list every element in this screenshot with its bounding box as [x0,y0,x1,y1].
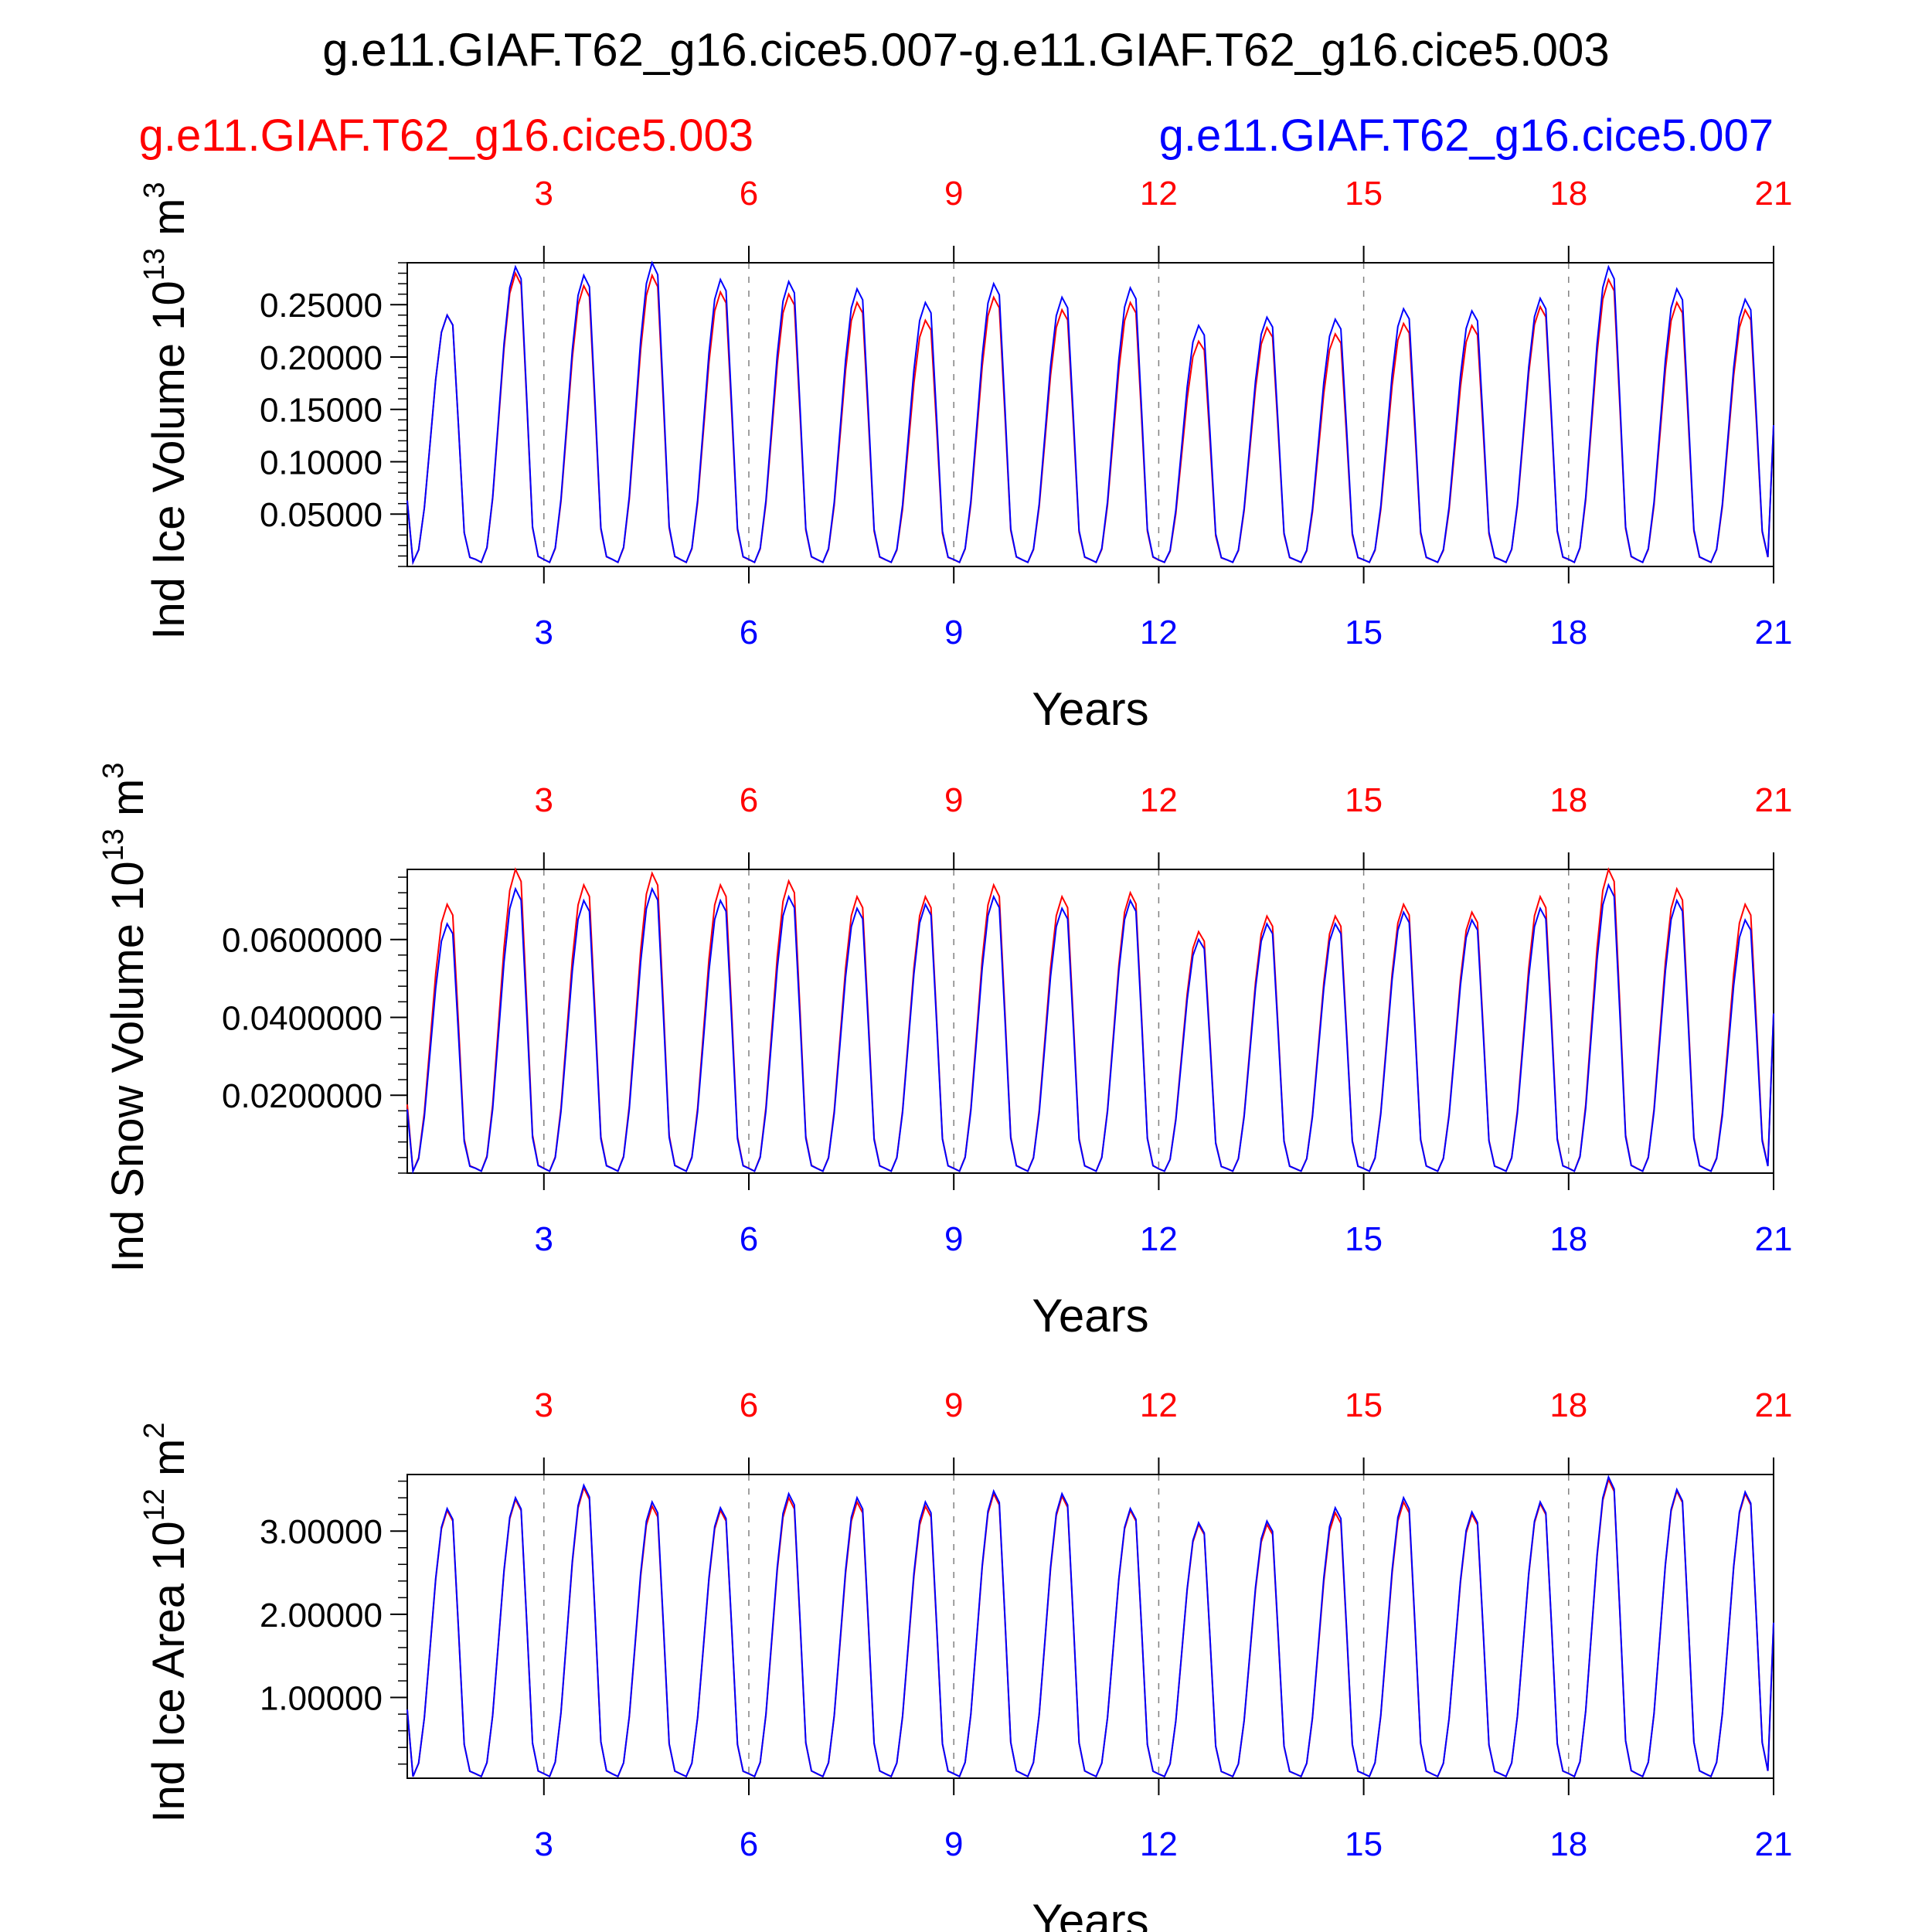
y-tick-label: 0.0400000 [222,999,383,1037]
y-tick-label: 0.05000 [260,496,383,534]
series-line-007 [406,883,1774,1175]
y-axis-title-exponent: 13 [138,248,171,281]
x-tick-label-bottom: 6 [740,1825,758,1863]
x-tick-label-bottom: 12 [1140,1220,1178,1258]
y-tick-label: 3.00000 [260,1513,383,1551]
x-tick-label-bottom: 18 [1549,614,1587,651]
x-tick-label-bottom: 9 [944,1825,963,1863]
chart-panel-3: 3 3 6 6 9 9 12 12 15 15 18 18 21 21 1.00000 2.00000 3.00… [138,1386,1792,1932]
y-axis-title: Ind Ice Area 1012 m2 [138,1422,194,1822]
series-line-007 [406,1475,1774,1778]
x-tick-label-bottom: 3 [535,614,553,651]
y-axis-title-text: Ind Ice Volume 10 [144,281,194,639]
x-tick-label-top: 18 [1549,175,1587,213]
x-tick-label-top: 15 [1345,175,1383,213]
x-tick-label-bottom: 6 [740,614,758,651]
x-tick-label-bottom: 18 [1549,1825,1587,1863]
y-tick-label: 0.15000 [260,392,383,430]
x-tick-label-top: 18 [1549,1386,1587,1424]
y-axis-title-unit: m [144,199,194,248]
chart-panels: 3 3 6 6 9 9 12 12 15 15 18 18 21 21 0.05000 0.10000 0.15… [97,175,1792,1932]
y-axis-title-unit: m [103,779,153,828]
x-tick-label-top: 9 [944,781,963,819]
legend-label-007: g.e11.GIAF.T62_g16.cice5.007 [1159,111,1774,161]
y-axis-title-text: Ind Snow Volume 10 [103,861,153,1272]
y-axis-title: Ind Snow Volume 1013 m3 [97,763,153,1273]
x-axis-title: Years [1032,1895,1148,1932]
y-axis-title-unit: m [144,1439,194,1488]
y-tick-label: 0.20000 [260,339,383,377]
x-tick-label-bottom: 3 [535,1825,553,1863]
y-tick-label: 0.10000 [260,444,383,481]
x-tick-label-top: 21 [1755,1386,1793,1424]
x-tick-label-bottom: 9 [944,614,963,651]
x-tick-label-bottom: 21 [1755,614,1793,651]
x-tick-label-bottom: 12 [1140,1825,1178,1863]
x-tick-label-top: 9 [944,1386,963,1424]
x-tick-label-top: 3 [535,175,553,213]
chart-panel-2: 3 3 6 6 9 9 12 12 15 15 18 18 21 21 0.0200000 0.0400000… [97,763,1792,1342]
x-axis-title: Years [1032,1290,1148,1342]
x-tick-label-bottom: 12 [1140,614,1178,651]
x-axis-title: Years [1032,683,1148,735]
series-line-007 [406,260,1774,566]
chart-title: g.e11.GIAF.T62_g16.cice5.007-g.e11.GIAF.… [322,24,1610,76]
x-tick-label-bottom: 6 [740,1220,758,1258]
x-tick-label-top: 18 [1549,781,1587,819]
legend-label-003: g.e11.GIAF.T62_g16.cice5.003 [139,111,753,161]
x-tick-label-top: 15 [1345,1386,1383,1424]
x-tick-label-top: 21 [1755,175,1793,213]
x-tick-label-top: 12 [1140,175,1178,213]
x-tick-label-top: 6 [740,175,758,213]
y-tick-label: 0.0600000 [222,922,383,960]
x-tick-label-bottom: 21 [1755,1825,1793,1863]
x-tick-label-bottom: 15 [1345,1825,1383,1863]
x-tick-label-bottom: 9 [944,1220,963,1258]
x-tick-label-top: 6 [740,781,758,819]
y-tick-label: 0.25000 [260,287,383,325]
x-tick-label-top: 12 [1140,781,1178,819]
x-tick-label-top: 6 [740,1386,758,1424]
x-tick-label-bottom: 21 [1755,1220,1793,1258]
chart-panel-1: 3 3 6 6 9 9 12 12 15 15 18 18 21 21 0.05000 0.10000 0.15… [138,175,1792,735]
x-tick-label-top: 12 [1140,1386,1178,1424]
x-tick-label-top: 15 [1345,781,1383,819]
y-tick-label: 2.00000 [260,1597,383,1634]
x-tick-label-bottom: 15 [1345,614,1383,651]
x-tick-label-bottom: 15 [1345,1220,1383,1258]
y-axis-title-unit-exponent: 2 [138,1422,171,1438]
x-tick-label-bottom: 3 [535,1220,553,1258]
y-axis-title: Ind Ice Volume 1013 m3 [138,182,194,639]
plot-frame [406,262,1774,567]
y-axis-title-unit-exponent: 3 [97,763,130,779]
y-tick-label: 0.0200000 [222,1077,383,1115]
y-axis-title-exponent: 12 [138,1488,171,1521]
x-tick-label-top: 3 [535,781,553,819]
x-tick-label-top: 9 [944,175,963,213]
x-tick-label-bottom: 18 [1549,1220,1587,1258]
x-tick-label-top: 3 [535,1386,553,1424]
y-axis-title-exponent: 13 [97,828,130,861]
y-axis-title-unit-exponent: 3 [138,182,171,198]
y-tick-label: 1.00000 [260,1680,383,1718]
y-axis-title-text: Ind Ice Area 10 [144,1521,194,1822]
x-tick-label-top: 21 [1755,781,1793,819]
